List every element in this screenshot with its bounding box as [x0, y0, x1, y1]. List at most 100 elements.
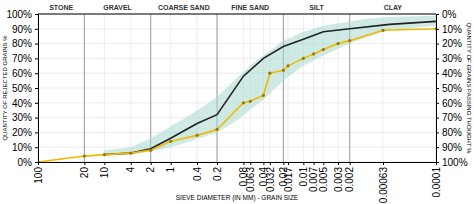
- series-point: [83, 154, 86, 157]
- x-tick-mark: [338, 162, 339, 165]
- y2-tick-label: 10%: [442, 24, 462, 35]
- x-tick-label: 100: [33, 167, 44, 184]
- y-tick: 20%: [12, 127, 38, 138]
- y-axis-line: [35, 15, 39, 163]
- y-tick: 50%: [12, 83, 38, 94]
- y2-axis: 100%90%80%70%60%50%40%30%20%10%0%: [436, 9, 468, 168]
- series-point: [129, 152, 132, 155]
- series-point: [312, 52, 315, 55]
- series-line: [38, 29, 436, 162]
- y2-tick: 90%: [436, 142, 462, 153]
- y2-tick-label: 30%: [442, 53, 462, 64]
- x-tick-label: 0.4: [192, 167, 203, 181]
- x-tick: 20: [79, 162, 90, 178]
- section-label: GRAVEL: [103, 4, 132, 11]
- x-tick-label: 2: [145, 167, 156, 173]
- y2-tick: 20%: [436, 38, 462, 49]
- y2-tick: 10%: [436, 24, 462, 35]
- x-tick: 0.017: [283, 162, 294, 192]
- x-tick-mark: [288, 162, 289, 165]
- y-tick-label: 80%: [12, 38, 32, 49]
- series-point: [242, 101, 245, 104]
- y2-tick: 30%: [436, 53, 462, 64]
- series-point: [348, 39, 351, 42]
- y-tick-mark: [35, 147, 38, 148]
- series-point: [282, 69, 285, 72]
- section-label: COARSE SAND: [158, 4, 210, 11]
- y-tick-label: 60%: [12, 68, 32, 79]
- x-tick: 0.005: [318, 162, 329, 192]
- y2-tick-mark: [436, 73, 439, 74]
- x-tick-mark: [131, 162, 132, 165]
- grid-line-x: [84, 14, 85, 162]
- y2-tick-mark: [436, 58, 439, 59]
- x-tick-mark: [263, 162, 264, 165]
- series-point: [169, 140, 172, 143]
- x-tick-mark: [314, 162, 315, 165]
- frame-top: [38, 14, 436, 15]
- y2-tick-mark: [436, 103, 439, 104]
- x-tick-mark: [104, 162, 105, 165]
- x-tick-mark: [197, 162, 198, 165]
- x-tick-label: 0.032: [265, 167, 276, 192]
- section-divider: [84, 14, 85, 162]
- grid-line-y: [38, 132, 436, 133]
- grid: [38, 14, 436, 162]
- x-tick-label: 0.017: [283, 167, 294, 192]
- chart: 10020104210.40.20.080.0630.040.0320.020.…: [0, 0, 474, 204]
- x-tick-mark: [350, 162, 351, 165]
- y-tick: 100%: [6, 9, 38, 20]
- section-label: STONE: [49, 4, 73, 11]
- x-tick-label: 1: [165, 167, 176, 173]
- y2-tick-mark: [436, 29, 439, 30]
- x-tick-mark: [270, 162, 271, 165]
- x-tick: 0.00063: [378, 162, 389, 203]
- x-tick-mark: [151, 162, 152, 165]
- series-line: [104, 21, 436, 154]
- grid-line-y: [38, 14, 436, 15]
- x-tick: 0.0001: [431, 162, 442, 198]
- y2-tick: 0%: [436, 9, 457, 20]
- y2-tick-mark: [436, 132, 439, 133]
- y-tick: 60%: [12, 68, 38, 79]
- grid-line-y: [38, 58, 436, 59]
- x-tick-mark: [250, 162, 251, 165]
- y2-tick-label: 90%: [442, 142, 462, 153]
- series-point: [215, 128, 218, 131]
- series-point: [195, 134, 198, 137]
- y-tick: 40%: [12, 98, 38, 109]
- y-tick: 10%: [12, 142, 38, 153]
- plot-area: [38, 14, 436, 162]
- y-tick-label: 30%: [12, 112, 32, 123]
- x-tick: 4: [125, 162, 136, 173]
- x-tick-label: 0.003: [333, 167, 344, 192]
- y-tick-mark: [35, 29, 38, 30]
- y2-tick: 50%: [436, 83, 462, 94]
- y2-tick-label: 40%: [442, 68, 462, 79]
- y2-axis-line: [437, 15, 440, 163]
- x-tick-mark: [171, 162, 172, 165]
- y-axis-title: QUANTITY OF REJECTED GRAINS %: [2, 35, 8, 141]
- y-tick-mark: [35, 103, 38, 104]
- series-point: [149, 149, 152, 152]
- x-tick-mark: [383, 162, 384, 165]
- y-tick-label: 0%: [18, 157, 33, 168]
- series-point: [262, 94, 265, 97]
- grid-line-y: [38, 147, 436, 148]
- x-tick-label: 0.2: [212, 167, 223, 181]
- y2-tick: 40%: [436, 68, 462, 79]
- y-tick-mark: [35, 44, 38, 45]
- section-label: CLAY: [384, 4, 403, 11]
- y2-axis-title: QUANTITY OF GRAINS PASSING THOUGHT %: [466, 23, 472, 155]
- y-tick: 0%: [18, 157, 38, 168]
- section-label: SILT: [309, 4, 324, 11]
- plot-root: 10020104210.40.20.080.0630.040.0320.020.…: [2, 4, 472, 203]
- grid-line-x: [283, 14, 284, 162]
- y2-tick-label: 50%: [442, 83, 462, 94]
- x-tick-label: 10: [99, 167, 110, 179]
- x-tick: 1: [165, 162, 176, 173]
- x-tick: 2: [145, 162, 156, 173]
- x-tick-label: 4: [125, 167, 136, 173]
- y-tick: 90%: [12, 24, 38, 35]
- y-tick-label: 10%: [12, 142, 32, 153]
